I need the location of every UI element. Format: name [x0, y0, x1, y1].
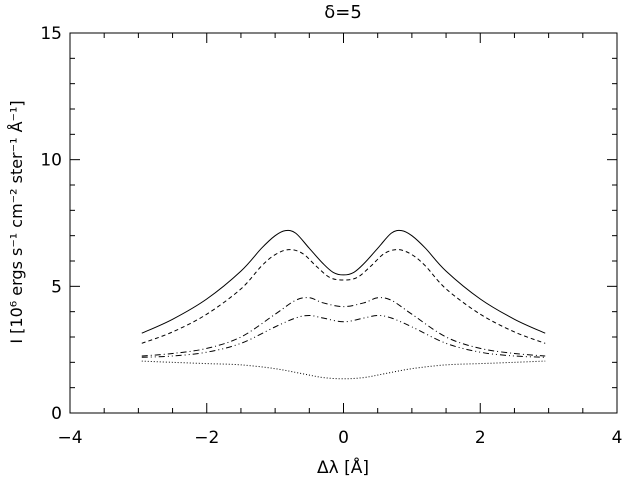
plot-frame — [69, 32, 618, 414]
x-tick-label: −4 — [57, 428, 82, 448]
x-tick-label: 0 — [338, 428, 349, 448]
x-axis-label: Δλ [Å] — [317, 456, 369, 478]
y-tick-label: 0 — [51, 404, 62, 424]
series-line-5-dotted — [141, 360, 546, 380]
series-layer — [141, 229, 546, 380]
y-tick-label: 15 — [40, 24, 62, 44]
axis-ticks: −4 −2 0 2 4 0 5 10 15 — [40, 24, 622, 448]
series-line-3-dash-dot — [141, 297, 546, 357]
x-tick-label: 2 — [475, 428, 486, 448]
chart-title: δ=5 — [324, 2, 362, 23]
y-tick-label: 10 — [40, 151, 62, 171]
series-line-2-dashed — [141, 249, 546, 344]
y-tick-label: 5 — [51, 277, 62, 297]
series-line-4-dash-dot-dot — [141, 314, 546, 358]
series-line-1-solid — [141, 229, 546, 334]
y-axis-label: I [10⁶ ergs s⁻¹ cm⁻² ster⁻¹ Å⁻¹] — [7, 100, 26, 343]
x-tick-label: 4 — [612, 428, 622, 448]
x-tick-label: −2 — [194, 428, 219, 448]
